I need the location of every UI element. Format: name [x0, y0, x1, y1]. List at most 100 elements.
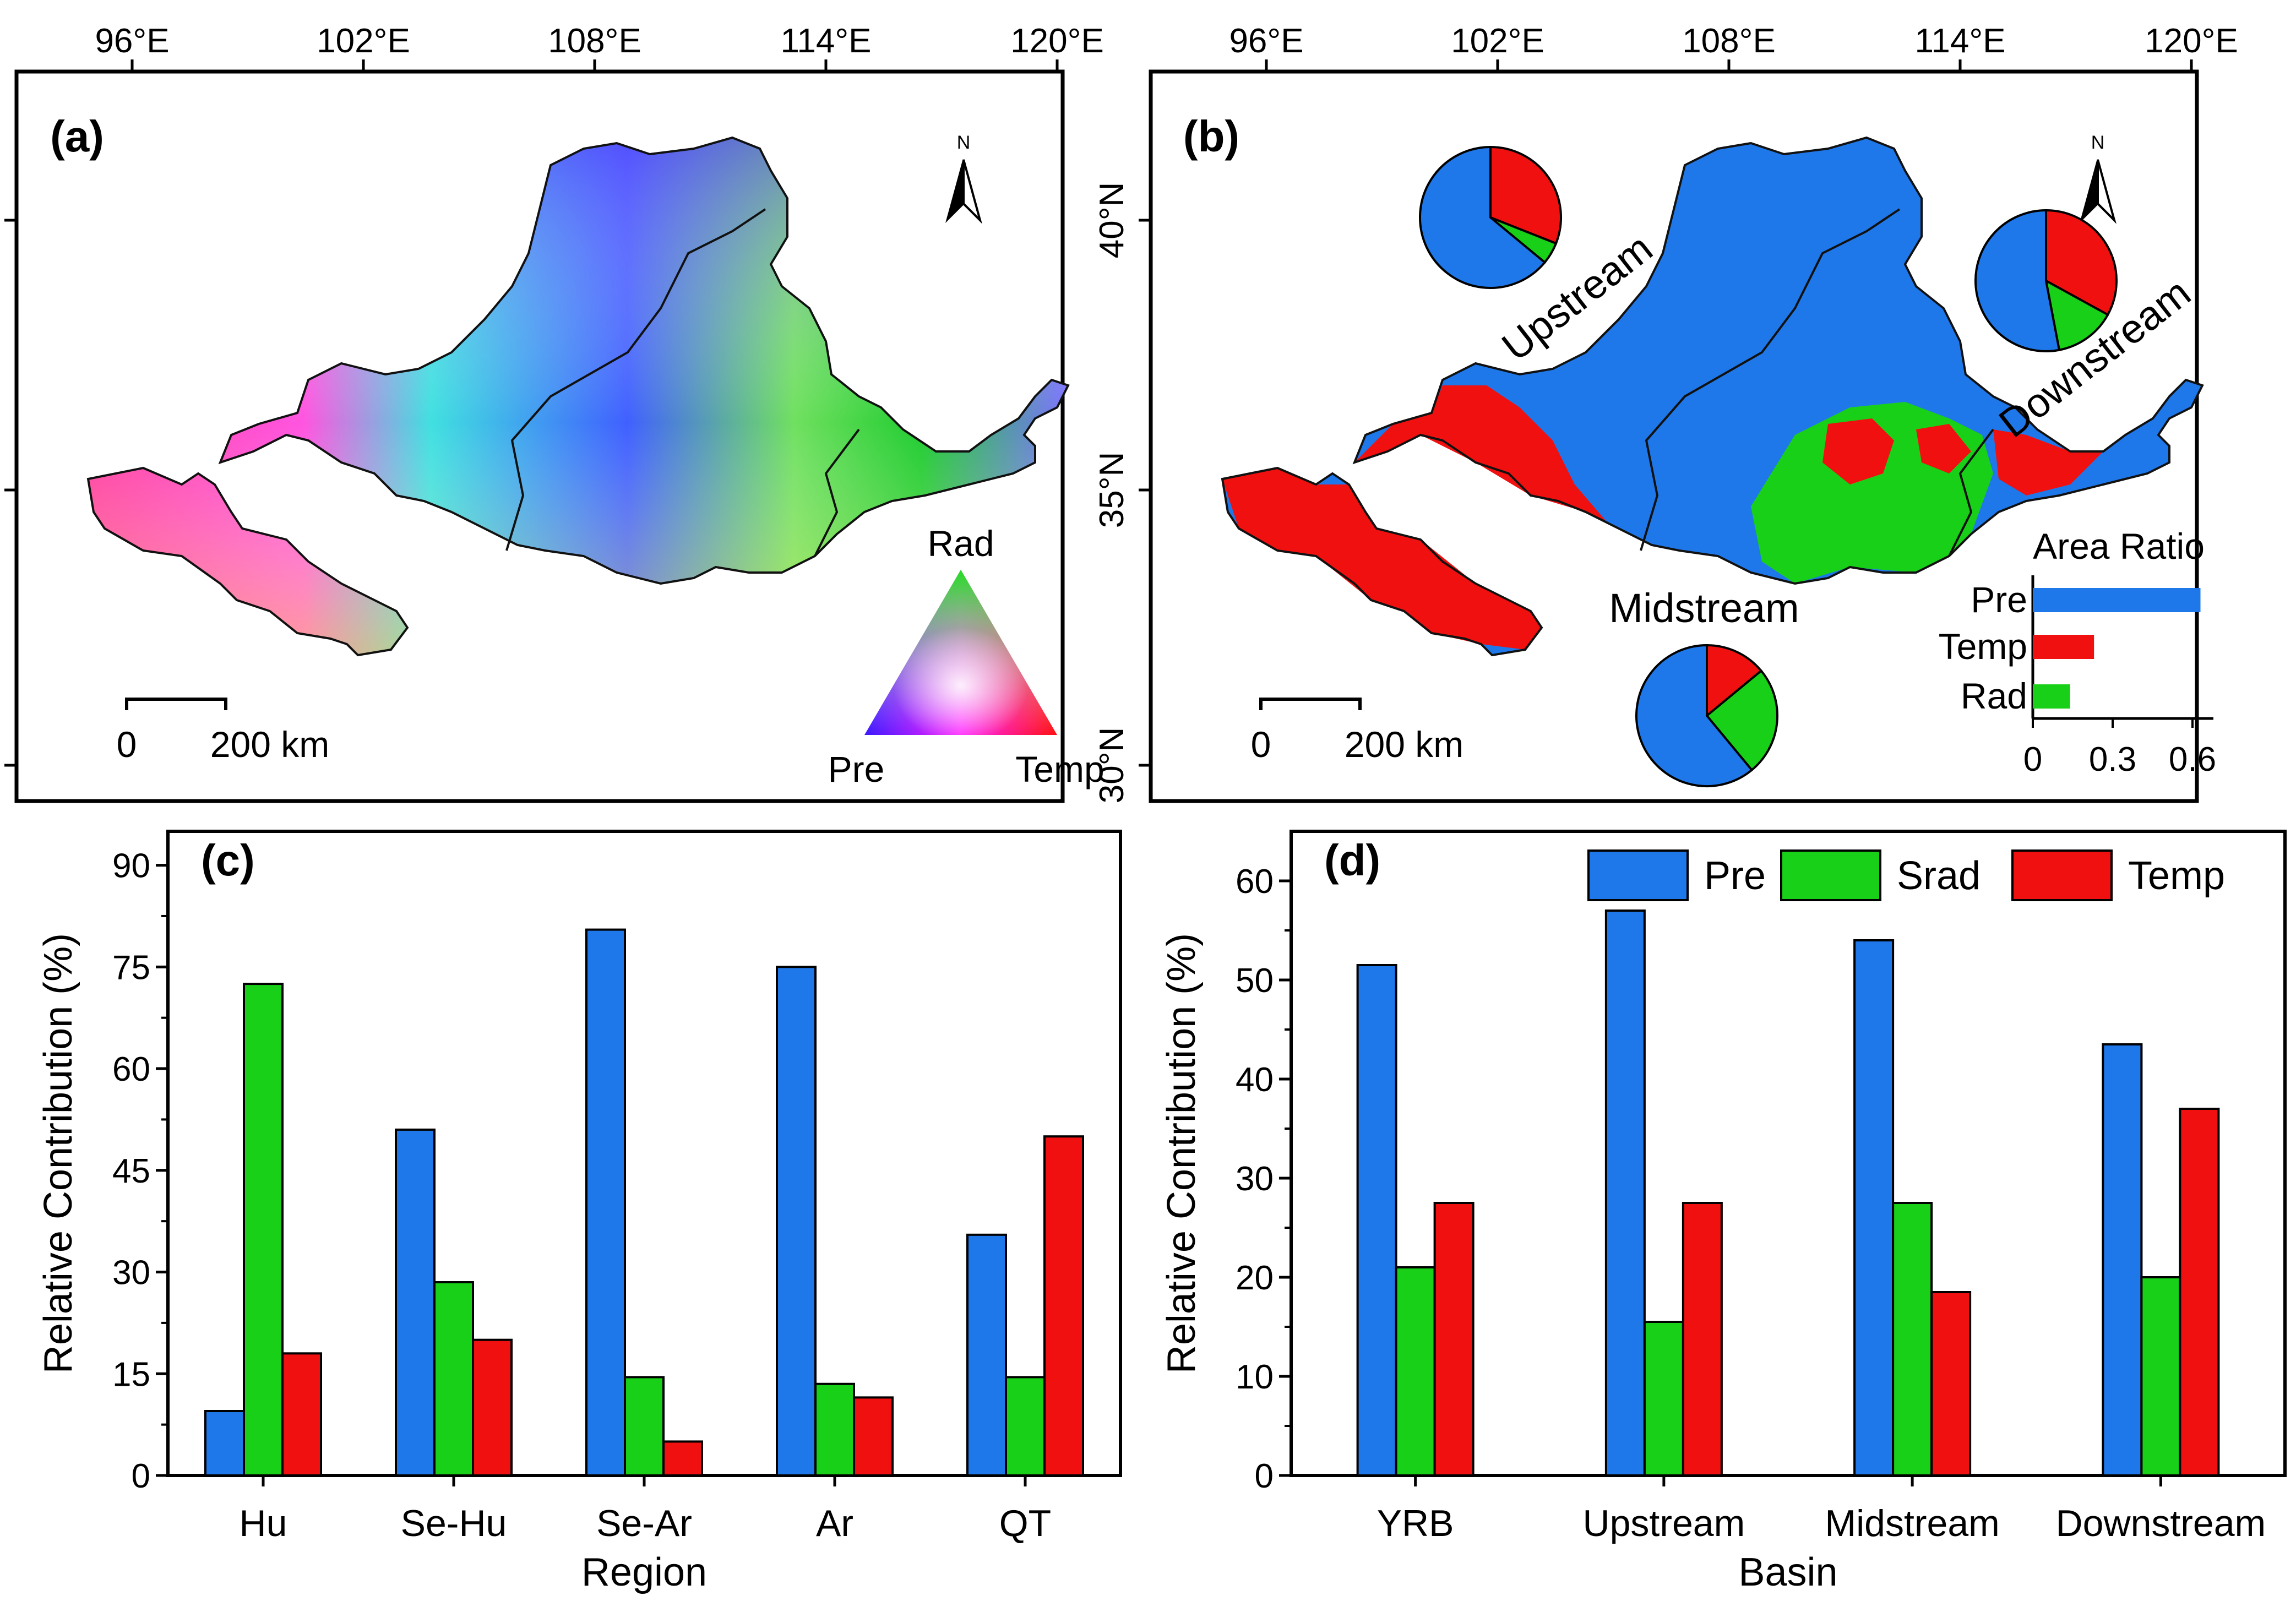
- legend-swatch-temp: [2011, 849, 2113, 901]
- bar-ar-srad: [814, 1382, 855, 1477]
- area-ratio-bar-temp: [2033, 635, 2094, 659]
- bar-se-hu-pre: [395, 1128, 436, 1477]
- y-tick-label: 30: [112, 1254, 150, 1292]
- scale-zero-label: 0: [1251, 724, 1271, 765]
- north-arrow-icon: [962, 159, 982, 224]
- lon-tick-label: 96°E: [95, 22, 169, 60]
- lon-tick-label: 102°E: [317, 22, 410, 60]
- legend-label-temp: Temp: [2128, 854, 2225, 898]
- map-class-region: [1993, 429, 2103, 495]
- x-tick-label: Se-Hu: [401, 1502, 507, 1544]
- x-tick-label: Upstream: [1583, 1502, 1745, 1544]
- x-tick-label: Downstream: [2056, 1502, 2266, 1544]
- y-axis-title: Relative Contribution (%): [36, 933, 80, 1374]
- bar-hu-srad: [243, 983, 284, 1477]
- bar-ar-pre: [776, 966, 817, 1477]
- map-frame-b: [1149, 69, 2199, 803]
- pie-slice-downstream-rad: [2044, 279, 2109, 352]
- map-frame-a: [14, 69, 1065, 803]
- lon-tick-label: 114°E: [781, 22, 872, 60]
- map-class-region: [1354, 385, 1608, 523]
- y-axis-title: Relative Contribution (%): [1160, 933, 1204, 1374]
- basin-shade: [88, 138, 1068, 655]
- ternary-label-rad: Rad: [927, 523, 994, 564]
- bar-qt-temp: [1043, 1135, 1084, 1477]
- panel-label: (d): [1324, 836, 1380, 885]
- y-tick-label: 0: [132, 1457, 150, 1495]
- plot-frame: [1290, 830, 2287, 1477]
- x-tick-label: Hu: [240, 1502, 287, 1544]
- lon-tick-label: 114°E: [1915, 22, 2006, 60]
- bar-upstream-temp: [1682, 1202, 1723, 1477]
- subbasin-boundary: [1640, 208, 1901, 551]
- lat-tick-label: 35°N: [1093, 452, 1131, 529]
- ternary-legend-center: [864, 570, 1057, 735]
- lat-tick-label: 30°N: [1093, 727, 1131, 804]
- y-tick-label: 90: [112, 847, 150, 885]
- scale-value-label: 200 km: [1345, 724, 1463, 765]
- map-class-region: [1916, 424, 1971, 473]
- north-arrow-icon: [2080, 159, 2099, 224]
- area-ratio-title: Area Ratio: [2033, 526, 2205, 567]
- map-a-basin: [87, 137, 1069, 656]
- lat-tick-label: 40°N: [1093, 182, 1131, 259]
- y-tick-label: 50: [1236, 962, 1274, 1000]
- lon-tick-label: 108°E: [1682, 22, 1776, 60]
- north-arrow-icon: [945, 159, 965, 224]
- bar-se-ar-temp: [662, 1440, 703, 1477]
- area-ratio-tick-label: 0.6: [2169, 740, 2216, 778]
- area-ratio-bar-pre: [2033, 588, 2201, 612]
- subbasin-boundary: [814, 428, 860, 557]
- map-class-region: [1222, 468, 1542, 650]
- map-b-basin: [1221, 137, 2203, 656]
- pie-slice-downstream-pre: [1974, 209, 2061, 352]
- lon-tick-label: 108°E: [548, 22, 641, 60]
- bar-midstream-temp: [1930, 1291, 1972, 1477]
- bar-se-hu-srad: [433, 1281, 474, 1477]
- bar-upstream-srad: [1643, 1321, 1684, 1477]
- area-ratio-tick-label: 0.3: [2089, 740, 2136, 778]
- north-arrow-label: N: [2091, 132, 2105, 153]
- bar-hu-temp: [281, 1352, 322, 1477]
- y-tick-label: 30: [1236, 1160, 1274, 1198]
- area-ratio-category: Pre: [1971, 579, 2027, 620]
- y-tick-label: 75: [112, 949, 150, 987]
- bar-yrb-temp: [1433, 1202, 1475, 1477]
- north-arrow-icon: [2097, 159, 2117, 224]
- x-tick-label: Se-Ar: [596, 1502, 692, 1544]
- bar-hu-pre: [204, 1410, 245, 1477]
- bar-midstream-srad: [1892, 1202, 1933, 1477]
- bar-yrb-pre: [1356, 964, 1397, 1477]
- area-ratio-tick-label: 0: [2023, 740, 2042, 778]
- pie-slice-downstream-temp: [2045, 209, 2118, 317]
- lon-tick-label: 96°E: [1229, 22, 1303, 60]
- pie-slice-upstream-temp: [1489, 145, 1562, 245]
- north-arrow-label: N: [957, 132, 971, 153]
- ternary-label-pre: Pre: [828, 749, 885, 789]
- bar-qt-srad: [1005, 1376, 1046, 1477]
- area-ratio-category: Temp: [1939, 626, 2027, 667]
- legend-label-srad: Srad: [1897, 854, 1981, 898]
- y-tick-label: 20: [1236, 1259, 1274, 1297]
- pie-slice-upstream-pre: [1419, 145, 1547, 289]
- legend-label-pre: Pre: [1704, 854, 1766, 898]
- bar-se-ar-srad: [624, 1376, 665, 1477]
- x-tick-label: QT: [999, 1502, 1051, 1544]
- scale-zero-label: 0: [117, 724, 137, 765]
- y-tick-label: 45: [112, 1152, 150, 1190]
- bar-se-ar-pre: [585, 928, 626, 1477]
- scale-value-label: 200 km: [210, 724, 329, 765]
- lon-tick-label: 120°E: [1010, 22, 1104, 60]
- legend-swatch-srad: [1780, 849, 1881, 901]
- scale-bar: [125, 698, 227, 710]
- bar-midstream-pre: [1853, 939, 1895, 1477]
- x-tick-label: Ar: [816, 1502, 853, 1544]
- bar-qt-pre: [966, 1233, 1007, 1477]
- lon-tick-label: 102°E: [1451, 22, 1544, 60]
- bar-downstream-temp: [2179, 1108, 2220, 1477]
- bar-yrb-srad: [1395, 1266, 1436, 1477]
- x-tick-label: YRB: [1377, 1502, 1454, 1544]
- y-tick-label: 10: [1236, 1358, 1274, 1396]
- map-class-region: [1822, 418, 1894, 484]
